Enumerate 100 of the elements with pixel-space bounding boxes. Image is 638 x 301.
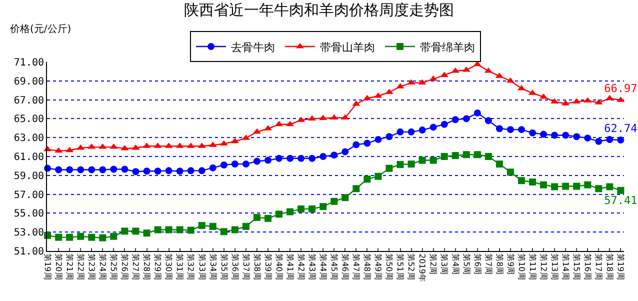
point bbox=[342, 148, 349, 156]
point bbox=[606, 183, 614, 190]
point bbox=[506, 126, 514, 134]
point bbox=[276, 210, 283, 218]
x-tick-label: 第21周 bbox=[65, 254, 74, 280]
x-tick-label: 第48周 bbox=[362, 254, 372, 280]
point bbox=[451, 67, 460, 73]
point bbox=[573, 182, 580, 190]
x-tick-label: 第3周 bbox=[440, 254, 449, 275]
x-tick-label: 第36周 bbox=[230, 254, 240, 280]
x-tick-label: 第2周 bbox=[428, 254, 438, 275]
x-tick-label: 第51周 bbox=[396, 254, 405, 280]
point bbox=[55, 234, 62, 241]
point bbox=[595, 138, 602, 145]
point bbox=[209, 222, 216, 230]
y-axis-title: 价格(元/公斤) bbox=[9, 23, 72, 35]
x-tick-label: 第10周 bbox=[516, 254, 526, 280]
x-tick-label: 第52周 bbox=[406, 254, 416, 280]
point bbox=[540, 181, 548, 188]
point bbox=[364, 176, 371, 183]
x-tick-label: 第11周 bbox=[528, 254, 537, 280]
point bbox=[407, 79, 416, 85]
x-tick-label: 第15周 bbox=[572, 254, 582, 280]
point bbox=[330, 114, 338, 120]
point bbox=[165, 167, 172, 174]
point bbox=[396, 128, 404, 136]
point bbox=[209, 164, 216, 172]
point bbox=[562, 132, 570, 139]
point bbox=[518, 177, 525, 184]
x-tick-label: 第47周 bbox=[352, 254, 361, 280]
point bbox=[506, 168, 514, 176]
point bbox=[484, 67, 492, 73]
legend-label: 带骨绵羊肉 bbox=[420, 40, 475, 54]
point bbox=[474, 151, 481, 158]
point bbox=[484, 117, 492, 124]
x-tick-label: 第17周 bbox=[594, 254, 604, 280]
point bbox=[99, 166, 106, 174]
x-tick-label: 第26周 bbox=[120, 254, 130, 280]
x-tick-label: 第23周 bbox=[87, 254, 96, 280]
x-tick-label: 第29周 bbox=[153, 254, 162, 280]
data-label: 57.41 bbox=[604, 194, 638, 208]
x-tick-label: 第5周 bbox=[462, 254, 471, 275]
point bbox=[430, 124, 437, 131]
point bbox=[242, 160, 250, 168]
x-tick-label: 第19周 bbox=[42, 254, 52, 280]
x-tick-label: 第38周 bbox=[252, 254, 262, 280]
point bbox=[231, 226, 238, 234]
x-tick-label: 第6周 bbox=[472, 254, 482, 275]
x-tick-label: 第9周 bbox=[506, 254, 515, 275]
x-tick-label: 第42周 bbox=[296, 254, 306, 280]
point bbox=[298, 205, 305, 212]
point bbox=[54, 147, 63, 153]
point bbox=[253, 214, 260, 221]
point bbox=[352, 141, 360, 148]
point bbox=[584, 134, 592, 142]
x-tick-label: 第31周 bbox=[175, 254, 184, 280]
x-tick-label: 第12周 bbox=[538, 254, 548, 280]
point bbox=[496, 125, 503, 132]
point bbox=[330, 198, 338, 205]
y-tick-label: 53.00 bbox=[14, 228, 44, 239]
y-tick-label: 59.00 bbox=[14, 170, 44, 182]
x-tick-label: 第33周 bbox=[197, 254, 206, 280]
point bbox=[253, 158, 260, 165]
point bbox=[231, 160, 238, 168]
point bbox=[342, 194, 349, 202]
point bbox=[363, 94, 372, 100]
x-tick-label: 第18周 bbox=[605, 254, 614, 280]
point bbox=[110, 232, 118, 240]
point bbox=[132, 168, 140, 176]
point bbox=[408, 160, 415, 168]
point bbox=[286, 208, 294, 216]
x-tick-label: 第30周 bbox=[164, 254, 174, 280]
point bbox=[230, 138, 239, 144]
point bbox=[606, 94, 614, 100]
point bbox=[540, 130, 548, 138]
point bbox=[418, 79, 426, 85]
point bbox=[551, 132, 558, 139]
point bbox=[462, 115, 470, 122]
point bbox=[374, 172, 382, 180]
point bbox=[99, 234, 106, 242]
x-tick-label: 第25周 bbox=[109, 254, 118, 280]
x-tick-label: 第44周 bbox=[318, 254, 328, 280]
point bbox=[352, 185, 360, 192]
x-tick-label: 第43周 bbox=[307, 254, 316, 280]
point bbox=[264, 214, 272, 222]
point bbox=[320, 153, 327, 160]
point bbox=[220, 162, 228, 169]
point bbox=[529, 129, 536, 136]
x-tick-label: 第46周 bbox=[340, 254, 350, 280]
point bbox=[374, 136, 382, 143]
point bbox=[617, 136, 624, 144]
data-label: 66.97 bbox=[604, 82, 638, 95]
x-tick-label: 第22周 bbox=[76, 254, 86, 280]
point bbox=[573, 133, 580, 140]
point bbox=[121, 166, 128, 173]
y-tick-label: 63.00 bbox=[14, 133, 44, 144]
point bbox=[154, 168, 162, 175]
point bbox=[154, 226, 162, 234]
point bbox=[187, 167, 194, 174]
point bbox=[320, 203, 327, 210]
